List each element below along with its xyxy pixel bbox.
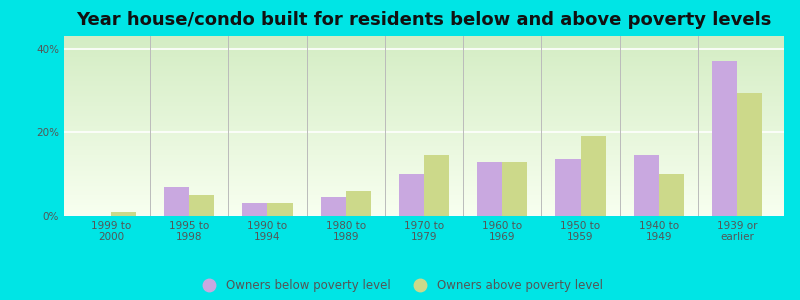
Bar — [111, 212, 136, 216]
Bar — [658, 174, 684, 216]
Bar — [555, 160, 581, 216]
Bar — [634, 155, 658, 216]
Bar — [190, 195, 214, 216]
Title: Year house/condo built for residents below and above poverty levels: Year house/condo built for residents bel… — [76, 11, 772, 29]
Bar — [164, 187, 190, 216]
Bar — [399, 174, 424, 216]
Bar — [321, 197, 346, 216]
Bar — [712, 61, 737, 216]
Bar — [424, 155, 449, 216]
Bar — [737, 92, 762, 216]
Bar — [502, 162, 527, 216]
Bar — [346, 191, 370, 216]
Bar — [267, 203, 293, 216]
Bar — [242, 203, 267, 216]
Bar — [478, 162, 502, 216]
Legend: Owners below poverty level, Owners above poverty level: Owners below poverty level, Owners above… — [193, 274, 607, 297]
Bar — [581, 136, 606, 216]
